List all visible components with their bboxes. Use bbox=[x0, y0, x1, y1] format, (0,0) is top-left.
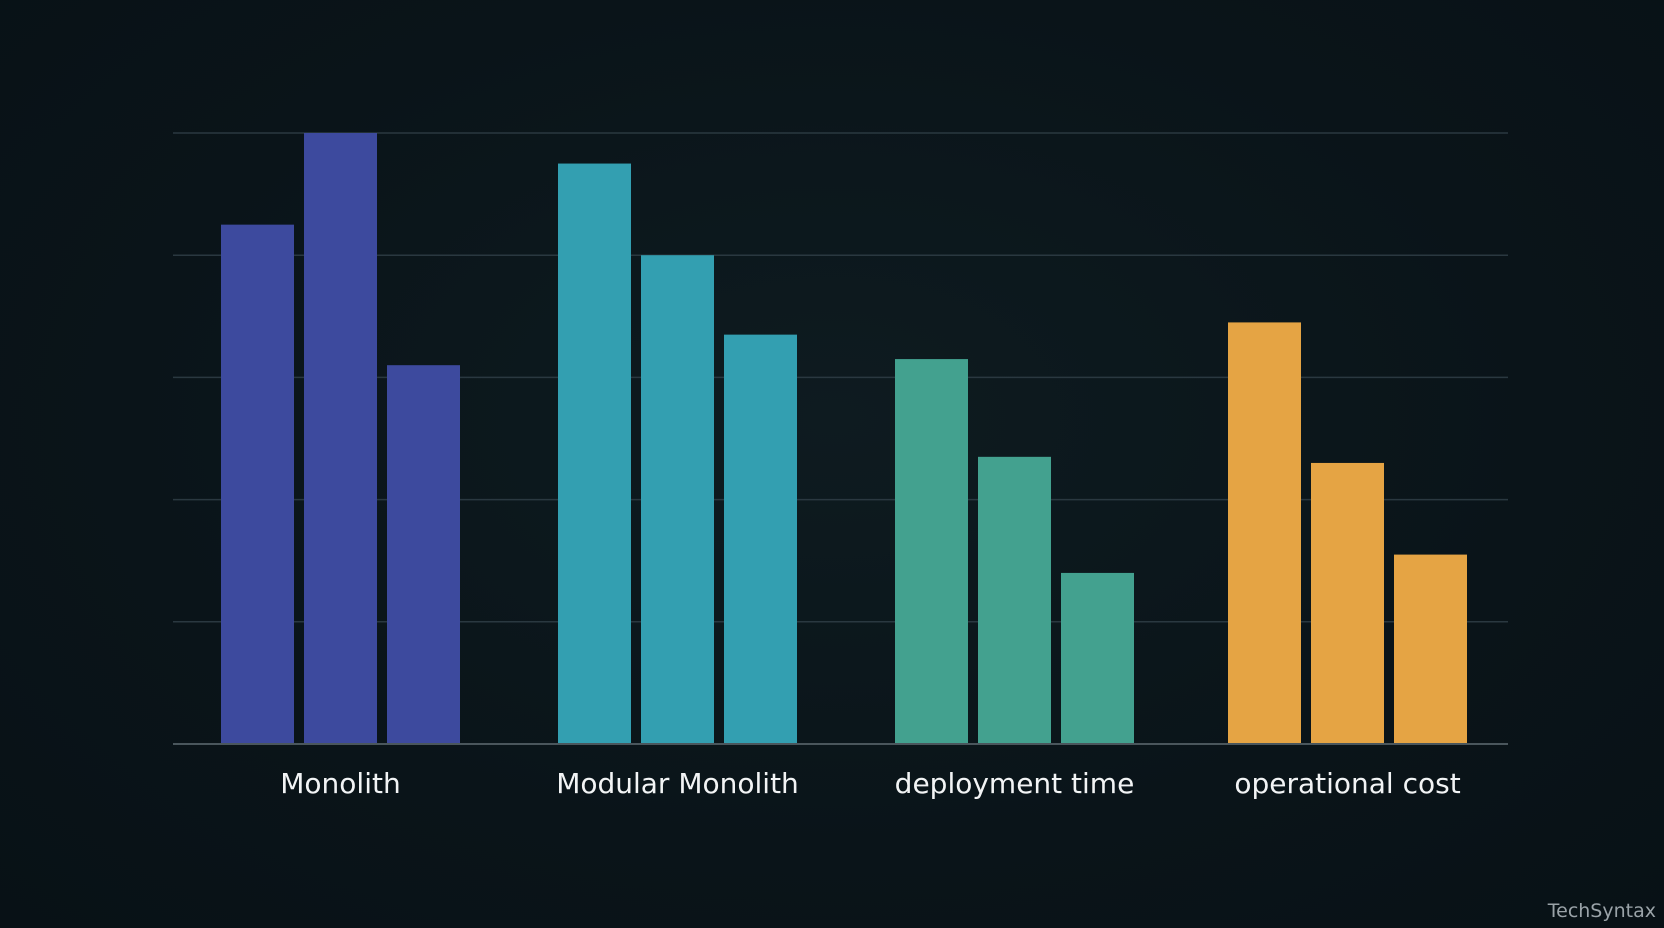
bar bbox=[1394, 554, 1467, 744]
bar bbox=[387, 365, 460, 744]
bar bbox=[1311, 462, 1384, 744]
bar bbox=[1061, 572, 1134, 744]
bar bbox=[221, 224, 294, 744]
bar bbox=[558, 163, 631, 745]
category-label: deployment time bbox=[895, 767, 1135, 800]
category-labels: Monolith Modular Monolith deployment time o… bbox=[280, 767, 1460, 800]
category-label: operational cost bbox=[1234, 767, 1460, 800]
bar bbox=[641, 255, 714, 744]
bar bbox=[724, 334, 797, 744]
watermark-text: TechSyntax bbox=[1547, 900, 1656, 922]
category-label: Monolith bbox=[280, 767, 400, 800]
bar bbox=[895, 359, 968, 744]
bar bbox=[978, 456, 1051, 744]
category-label: Modular Monolith bbox=[556, 767, 799, 800]
bar bbox=[304, 133, 377, 744]
bar bbox=[1228, 322, 1301, 744]
bars bbox=[221, 133, 1467, 745]
